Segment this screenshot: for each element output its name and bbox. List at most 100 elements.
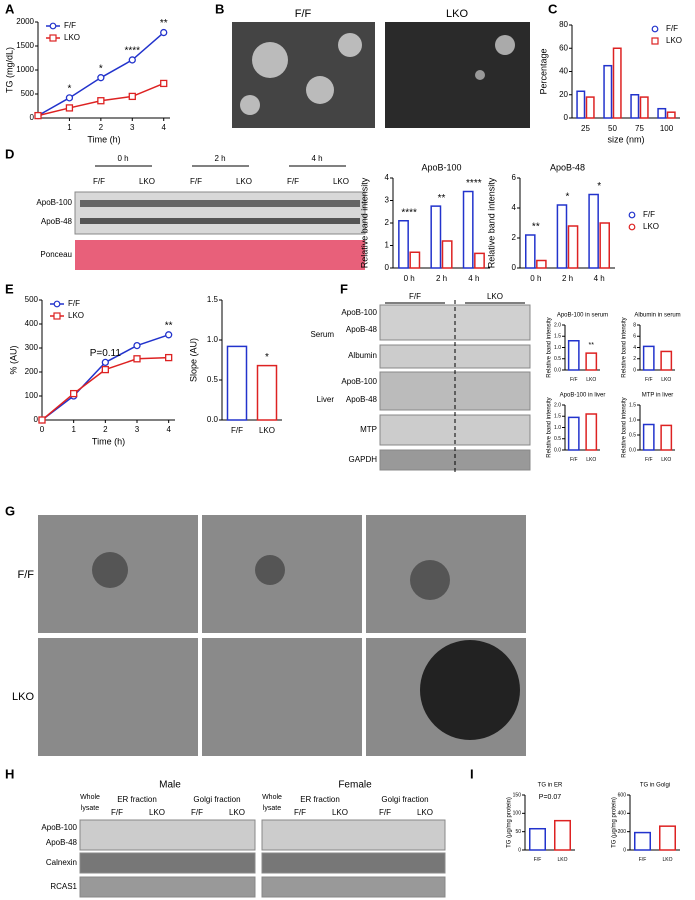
y-tick-label: 0 (30, 113, 35, 122)
lipid-droplet (420, 640, 520, 740)
x-tick-label: 2 (99, 123, 104, 132)
lysate-label: lysate (263, 805, 281, 812)
band (80, 200, 360, 207)
organelle (255, 555, 285, 585)
group-label: F/F (379, 808, 391, 817)
x-tick-label: 4 (166, 425, 171, 434)
annotation: * (597, 181, 601, 192)
annotation: * (99, 63, 103, 74)
legend-label: LKO (68, 311, 84, 320)
y-tick-label: 0.0 (554, 367, 561, 373)
marker (65, 94, 74, 102)
panel-label: H (5, 766, 14, 781)
fraction-label: Golgi fraction (381, 795, 428, 804)
y-tick-label: 4 (385, 173, 390, 182)
bar (554, 819, 571, 851)
y-tick-label: 100 (25, 391, 39, 400)
y-tick-label: 4 (633, 345, 636, 351)
annotation: ** (589, 342, 595, 349)
x-tick-label: LKO (586, 457, 596, 463)
y-tick-label: 200 (618, 829, 627, 835)
bar (660, 424, 673, 451)
x-tick-label: F/F (645, 457, 653, 463)
legend-label: F/F (666, 24, 678, 33)
y-axis-label: Relative band intensity (622, 397, 628, 457)
group-label: LKO (236, 177, 252, 186)
row-label: ApoB-100 (41, 823, 77, 832)
y-tick-label: 400 (25, 319, 39, 328)
bar (576, 90, 586, 119)
chart-title: ApoB-48 (550, 162, 585, 172)
x-tick-label: F/F (534, 857, 542, 863)
y-tick-label: 1.0 (207, 335, 219, 344)
y-tick-label: 1.5 (629, 402, 636, 408)
marker (65, 104, 74, 112)
y-tick-label: 1000 (16, 65, 34, 74)
bar (585, 96, 595, 119)
em-particle (338, 33, 362, 57)
time-label: 0 h (117, 154, 128, 163)
annotation: **** (466, 178, 482, 189)
bar (398, 220, 409, 269)
y-tick-label: 1 (385, 241, 390, 250)
bar (588, 193, 599, 269)
y-tick-label: 1.0 (554, 425, 561, 431)
legend-swatch (53, 312, 61, 320)
em-particle (495, 35, 515, 55)
x-tick-label: 0 h (530, 274, 541, 283)
y-tick-label: 300 (25, 343, 39, 352)
group-label: F/F (287, 177, 299, 186)
x-axis-label: Time (h) (92, 436, 125, 446)
bar (256, 364, 278, 421)
row-label: ApoB-48 (46, 838, 78, 847)
y-tick-label: 8 (633, 322, 636, 328)
bar (585, 413, 598, 451)
bar (567, 225, 579, 269)
x-tick-label: 4 h (594, 274, 605, 283)
marker (38, 416, 46, 424)
y-tick-label: 0 (623, 847, 626, 853)
row-label: ApoB-48 (346, 395, 378, 404)
x-tick-label: F/F (231, 426, 243, 435)
group-label: LKO (332, 808, 348, 817)
bar (226, 345, 248, 421)
y-tick-label: 1.5 (554, 414, 561, 420)
panel-label: F (340, 281, 348, 296)
group-label: F/F (191, 808, 203, 817)
image-label: LKO (446, 8, 468, 20)
group-label: LKO (229, 808, 245, 817)
x-tick-label: F/F (645, 377, 653, 383)
lysate-label: Whole (80, 794, 100, 801)
marker (97, 97, 105, 105)
marker (165, 353, 173, 362)
annotation: **** (401, 207, 417, 218)
x-tick-label: 1 (67, 123, 72, 132)
marker (160, 28, 168, 37)
x-tick-label: F/F (639, 857, 647, 863)
x-tick-label: 4 h (468, 274, 479, 283)
blot (79, 819, 256, 851)
em-particle (475, 70, 485, 80)
bar (659, 825, 676, 851)
y-axis-label: TG (μg/mg protein) (612, 797, 618, 848)
organelle (410, 560, 450, 600)
em-particle (252, 42, 288, 78)
marker (101, 365, 109, 374)
y-tick-label: 2 (633, 356, 636, 362)
lysate-label: lysate (81, 805, 99, 812)
group-label: LKO (487, 292, 503, 301)
sex-label: Female (338, 780, 372, 791)
y-axis-label: TG (mg/dL) (4, 47, 14, 93)
y-axis-label: Slope (AU) (188, 338, 198, 382)
group-label: LKO (333, 177, 349, 186)
y-axis-label: Relative band intensity (547, 397, 553, 457)
annotation: ** (160, 18, 168, 29)
x-tick-label: 4 (161, 123, 166, 132)
y-tick-label: 60 (559, 43, 568, 52)
marker (97, 74, 105, 82)
y-tick-label: 100 (513, 811, 522, 817)
marker (128, 56, 136, 64)
annotation: ** (438, 193, 446, 204)
legend-label: F/F (643, 210, 655, 219)
legend-label: LKO (666, 36, 682, 45)
